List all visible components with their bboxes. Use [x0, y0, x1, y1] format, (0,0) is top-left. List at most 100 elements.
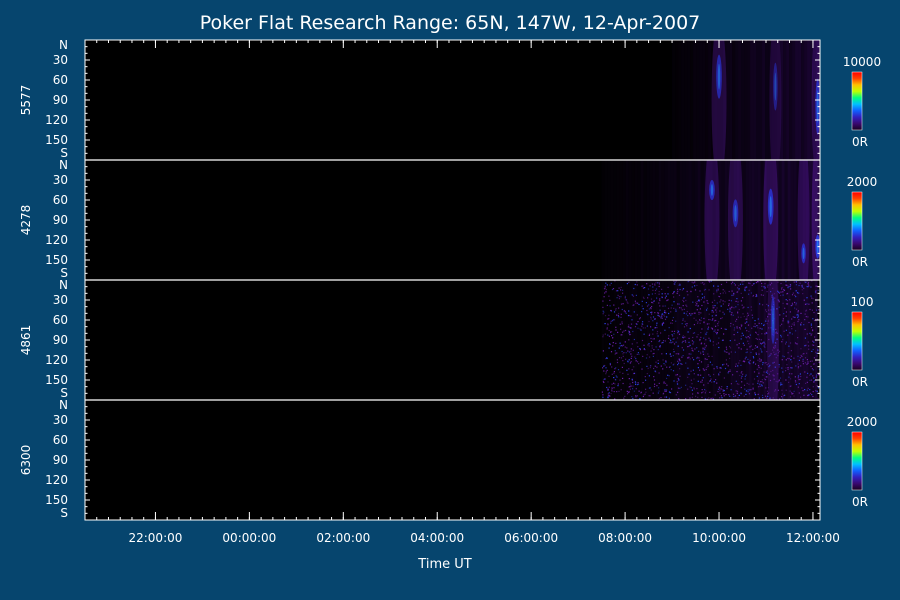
noise-point — [791, 373, 793, 375]
noise-point — [766, 291, 768, 293]
noise-point — [723, 377, 725, 379]
noise-point — [810, 365, 812, 368]
noise-point — [632, 397, 634, 400]
noise-point — [815, 292, 817, 294]
noise-point — [728, 299, 730, 301]
noise-point — [726, 363, 728, 365]
y-tick-label: 30 — [53, 293, 68, 307]
noise-point — [637, 327, 639, 329]
noise-point — [660, 397, 662, 399]
noise-point — [697, 334, 699, 336]
noise-point — [608, 347, 610, 349]
noise-point — [797, 366, 800, 368]
noise-point — [761, 289, 763, 291]
noise-point — [604, 285, 606, 287]
noise-point — [816, 385, 818, 387]
noise-point — [638, 363, 640, 365]
emission-column — [691, 280, 695, 400]
noise-point — [700, 317, 703, 319]
noise-point — [752, 362, 754, 364]
noise-point — [738, 288, 740, 290]
noise-point — [673, 291, 675, 293]
panels: N306090120150S5577100000RN306090120150S4… — [19, 38, 881, 521]
noise-point — [664, 396, 666, 398]
noise-point — [662, 368, 664, 370]
emission-column — [652, 280, 656, 400]
noise-point — [790, 367, 792, 369]
noise-point — [749, 363, 751, 365]
noise-point — [647, 314, 649, 316]
noise-point — [607, 389, 609, 391]
noise-point — [607, 334, 609, 336]
noise-point — [701, 389, 703, 391]
noise-point — [760, 342, 762, 344]
noise-point — [785, 311, 787, 313]
noise-point — [613, 371, 615, 373]
noise-point — [643, 394, 645, 396]
noise-point — [667, 337, 670, 339]
noise-point — [636, 314, 638, 316]
arc-core — [801, 243, 806, 264]
noise-point — [636, 281, 638, 283]
noise-point — [666, 299, 668, 301]
noise-point — [697, 305, 699, 307]
noise-point — [726, 388, 728, 390]
noise-point — [680, 363, 682, 365]
noise-point — [692, 350, 694, 352]
noise-point — [812, 329, 814, 331]
noise-point — [650, 316, 652, 318]
noise-point — [758, 338, 760, 340]
noise-point — [642, 355, 644, 357]
noise-point — [639, 348, 641, 350]
noise-point — [635, 360, 637, 362]
noise-point — [657, 312, 660, 314]
emission-column — [694, 160, 698, 280]
noise-point — [655, 371, 657, 373]
noise-point — [746, 337, 748, 339]
noise-point — [799, 357, 801, 359]
noise-point — [670, 362, 672, 364]
noise-point — [672, 293, 674, 295]
noise-point — [724, 301, 726, 303]
noise-point — [696, 388, 698, 390]
noise-point — [614, 383, 616, 385]
noise-point — [650, 307, 652, 309]
noise-point — [616, 391, 618, 393]
noise-point — [813, 341, 815, 343]
noise-point — [784, 307, 786, 309]
noise-point — [781, 288, 783, 290]
noise-point — [765, 387, 767, 389]
emission-column — [727, 280, 731, 400]
noise-point — [708, 323, 710, 325]
noise-point — [696, 357, 698, 359]
noise-point — [790, 385, 792, 387]
emission-column — [742, 280, 746, 400]
noise-point — [645, 302, 647, 304]
noise-point — [735, 380, 737, 382]
noise-point — [728, 352, 730, 354]
noise-point — [741, 281, 743, 283]
noise-point — [782, 294, 784, 296]
noise-point — [650, 298, 653, 300]
emission-column — [634, 160, 638, 280]
noise-point — [798, 379, 800, 381]
noise-point — [800, 324, 802, 326]
x-tick-label: 02:00:00 — [316, 531, 370, 545]
noise-point — [654, 327, 656, 329]
noise-point — [668, 312, 670, 315]
arc-core — [716, 54, 722, 99]
noise-point — [608, 317, 610, 320]
noise-point — [670, 340, 672, 342]
noise-point — [742, 313, 744, 315]
emission-column — [718, 280, 722, 400]
noise-point — [651, 305, 653, 308]
noise-point — [619, 345, 621, 347]
noise-point — [677, 364, 679, 366]
noise-point — [622, 355, 624, 357]
noise-point — [664, 305, 666, 307]
noise-point — [797, 313, 799, 316]
noise-point — [764, 346, 766, 348]
noise-point — [756, 325, 758, 327]
noise-point — [730, 300, 732, 302]
emission-column — [765, 40, 769, 160]
